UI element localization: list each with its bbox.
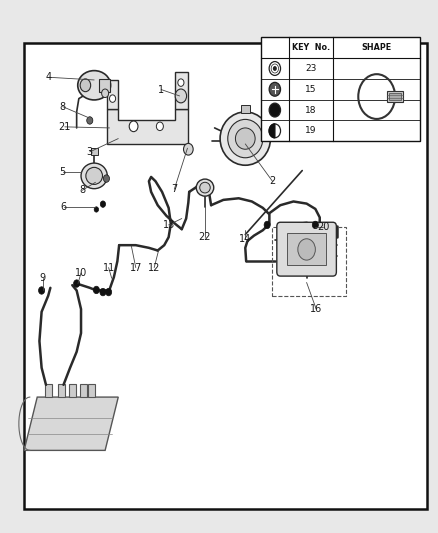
- Circle shape: [178, 79, 184, 86]
- Text: 16: 16: [310, 304, 322, 314]
- Circle shape: [269, 83, 280, 96]
- Text: 2: 2: [269, 176, 276, 186]
- Circle shape: [87, 117, 93, 124]
- Circle shape: [264, 221, 270, 229]
- Text: 14: 14: [239, 234, 251, 244]
- Text: 19: 19: [305, 126, 317, 135]
- Text: 15: 15: [305, 85, 317, 94]
- Circle shape: [312, 221, 318, 229]
- Circle shape: [178, 95, 184, 102]
- Circle shape: [93, 286, 99, 294]
- Bar: [91, 148, 98, 155]
- Polygon shape: [269, 124, 275, 138]
- Text: 13: 13: [162, 220, 175, 230]
- Text: 5: 5: [60, 167, 66, 176]
- Circle shape: [184, 143, 193, 155]
- Text: 7: 7: [171, 184, 177, 194]
- Text: 12: 12: [148, 263, 160, 272]
- Circle shape: [298, 239, 315, 260]
- Circle shape: [175, 89, 187, 103]
- Bar: [88, 384, 95, 397]
- Text: SHAPE: SHAPE: [362, 43, 392, 52]
- Circle shape: [110, 95, 116, 102]
- Circle shape: [100, 288, 106, 296]
- Bar: [175, 72, 188, 109]
- Circle shape: [273, 66, 277, 71]
- Circle shape: [106, 288, 112, 296]
- Text: KEY  No.: KEY No.: [292, 43, 330, 52]
- Bar: [69, 384, 76, 397]
- Text: 8: 8: [60, 102, 66, 111]
- Text: 1: 1: [158, 85, 164, 94]
- Ellipse shape: [200, 182, 210, 193]
- Circle shape: [129, 121, 138, 132]
- Text: 21: 21: [59, 122, 71, 132]
- Ellipse shape: [220, 112, 271, 165]
- Ellipse shape: [196, 179, 214, 196]
- Ellipse shape: [81, 163, 107, 189]
- Polygon shape: [24, 397, 118, 450]
- Text: 3: 3: [87, 147, 93, 157]
- Circle shape: [156, 122, 163, 131]
- Circle shape: [269, 62, 280, 76]
- Text: 23: 23: [305, 64, 317, 73]
- Ellipse shape: [78, 70, 110, 100]
- Bar: [107, 80, 118, 109]
- Bar: [45, 384, 52, 397]
- Text: 18: 18: [305, 106, 317, 115]
- Circle shape: [74, 280, 80, 287]
- Bar: [99, 79, 110, 92]
- Circle shape: [102, 89, 109, 98]
- Circle shape: [80, 79, 91, 92]
- Bar: [387, 91, 403, 102]
- Text: 9: 9: [40, 273, 46, 283]
- Circle shape: [100, 201, 106, 207]
- Text: 10: 10: [75, 268, 87, 278]
- Polygon shape: [107, 109, 188, 144]
- Ellipse shape: [86, 167, 102, 184]
- Bar: [58, 384, 65, 397]
- Bar: [287, 233, 326, 265]
- Ellipse shape: [228, 119, 263, 158]
- Circle shape: [269, 103, 280, 117]
- Text: 11: 11: [102, 263, 115, 272]
- Circle shape: [39, 287, 45, 294]
- Bar: [241, 105, 250, 113]
- Text: 22: 22: [199, 232, 211, 242]
- Text: 20: 20: [317, 222, 329, 231]
- Circle shape: [103, 175, 110, 182]
- Circle shape: [94, 207, 99, 212]
- Circle shape: [269, 124, 280, 138]
- Bar: [24, 43, 427, 509]
- Text: 17: 17: [130, 263, 142, 272]
- Bar: [389, 93, 401, 100]
- Text: 8: 8: [79, 185, 85, 195]
- Text: 6: 6: [60, 202, 67, 212]
- Text: 4: 4: [46, 72, 52, 82]
- Ellipse shape: [236, 128, 255, 149]
- FancyBboxPatch shape: [277, 222, 336, 276]
- Bar: [272, 227, 346, 296]
- Bar: [80, 384, 87, 397]
- Bar: [261, 37, 420, 141]
